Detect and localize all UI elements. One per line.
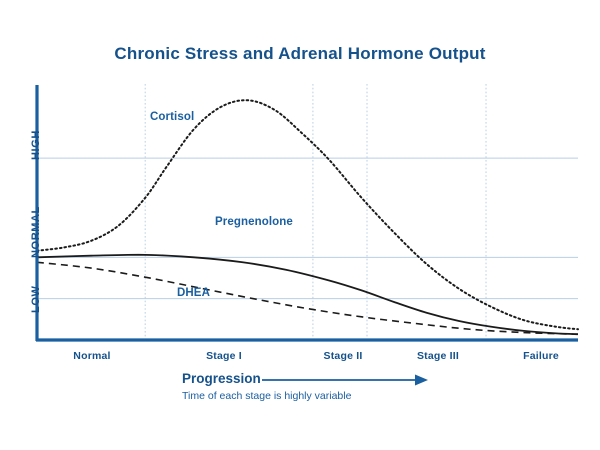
series-label-cortisol: Cortisol [150,111,195,123]
x-axis-subtitle: Time of each stage is highly variable [182,390,352,402]
gridlines [37,84,578,340]
x-axis-title: Progression [182,371,261,386]
x-axis-tick-stage-2: Stage II [323,350,363,362]
curve-cortisol [36,99,579,331]
y-axis-label-low: LOW [30,285,42,313]
page-title: Chronic Stress and Adrenal Hormone Outpu… [114,44,486,63]
x-axis-tick-stage-1: Stage I [206,350,242,362]
data-curves [36,99,579,336]
series-label-pregnenolone: Pregnenolone [215,216,293,228]
x-axis-tick-stage-3: Stage III [416,350,460,362]
progression-arrow-icon [262,374,428,386]
x-axis-tick-normal: Normal [73,350,111,362]
y-axis-label-normal: NORMAL [30,206,42,258]
axis-lines [35,85,578,342]
series-label-dhea: DHEA [177,287,210,299]
y-axis-label-high: HIGH [30,130,42,160]
x-axis-tick-failure: Failure [523,350,559,362]
curve-pregnenolone [36,253,579,336]
